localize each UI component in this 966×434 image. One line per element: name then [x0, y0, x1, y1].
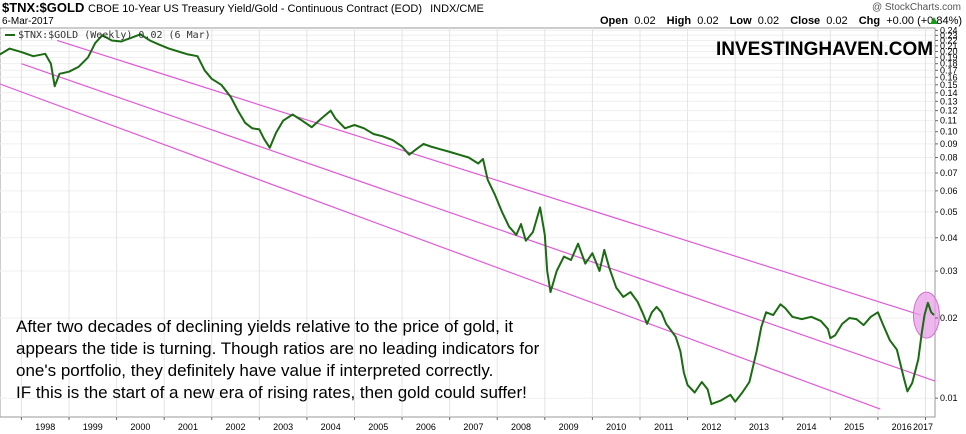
y-tick-label: 0.15: [940, 80, 958, 90]
y-tick-label: 0.18: [940, 59, 958, 69]
watermark: @ StockCharts.com: [872, 2, 961, 13]
trend-channel: [0, 39, 936, 410]
legend-entry: $TNX:$GOLD (Weekly) 0.02 (6 Mar): [18, 30, 211, 41]
y-tick-label: 0.13: [940, 96, 958, 106]
x-tick-label: 2002: [226, 422, 246, 432]
x-tick-label: 2010: [606, 422, 626, 432]
low-label: Low: [730, 15, 752, 27]
x-tick-label: 2004: [321, 422, 341, 432]
y-tick-label: 0.11: [940, 116, 957, 126]
x-tick-label: 2011: [654, 422, 673, 432]
y-tick-label: 0.22: [940, 35, 958, 45]
annotation-line: After two decades of declining yields re…: [16, 317, 513, 336]
x-tick-label: 2006: [416, 422, 436, 432]
x-tick-label: 2015: [844, 422, 864, 432]
brand-logo-text: INVESTINGHAVEN.COM: [716, 39, 933, 60]
ohlc-readout: Open 0.02 High 0.02 Low 0.02 Close 0.02 …: [600, 15, 962, 27]
chart-symbol: $TNX:$GOLD: [2, 0, 84, 15]
close-label: Close: [790, 15, 820, 27]
y-tick-label: 0.07: [940, 168, 958, 178]
x-tick-label: 2012: [701, 422, 721, 432]
y-tick-label: 0.08: [940, 153, 958, 163]
y-tick-label: 0.12: [940, 106, 958, 116]
y-tick-label: 0.14: [940, 88, 958, 98]
x-tick-label: 2001: [178, 422, 198, 432]
grid: [0, 28, 935, 417]
x-tick-label: 2009: [559, 422, 579, 432]
exchange-text: INDX/CME: [430, 3, 484, 15]
y-tick-label: 0.19: [940, 52, 958, 62]
y-tick-label: 0.10: [940, 127, 958, 137]
chart-date: 6-Mar-2017: [2, 16, 54, 27]
series: [0, 33, 935, 406]
y-tick-label: 0.17: [940, 65, 958, 75]
y-tick-label: 0.20: [940, 46, 958, 56]
annotation-line: appears the tide is turning. Though rati…: [16, 339, 540, 358]
annotation-text: After two decades of declining yields re…: [16, 317, 540, 402]
x-tick-label: 2003: [273, 422, 293, 432]
y-tick-label: 0.05: [940, 207, 958, 217]
x-tick-label: 2016: [892, 422, 912, 432]
y-tick-label: 0.04: [940, 233, 958, 243]
y-tick-label: 0.09: [940, 139, 958, 149]
plot-area: [0, 27, 936, 418]
chg-label: Chg: [859, 15, 880, 27]
low-value: 0.02: [758, 15, 779, 27]
chart-description: CBOE 10-Year US Treasury Yield/Gold - Co…: [88, 3, 484, 15]
x-tick-label: 2017: [913, 422, 933, 432]
y-axis: 0.240.230.220.210.200.190.180.170.160.15…: [935, 25, 958, 403]
x-tick-label: 2008: [511, 422, 531, 432]
y-tick-label: 0.03: [940, 266, 958, 276]
highlight-circle: [912, 291, 940, 339]
x-axis: 1998 1999 2000 2001 2002 2003 2004 2005 2006 2007…: [20, 417, 933, 432]
high-label: High: [667, 15, 692, 27]
up-arrow-icon: [930, 17, 938, 24]
close-value: 0.02: [826, 15, 847, 27]
high-value: 0.02: [697, 15, 718, 27]
open-label: Open: [600, 15, 628, 27]
channel-upper: [56, 39, 921, 316]
annotation-line: one's portfolio, they definitely have va…: [16, 361, 493, 380]
x-tick-label: 1998: [35, 422, 55, 432]
y-tick-label: 0.16: [940, 72, 958, 82]
y-tick-label: 0.01: [940, 393, 958, 403]
y-tick-label: 0.21: [940, 41, 958, 51]
y-tick-label: 0.23: [940, 30, 958, 40]
x-tick-label: 2000: [130, 422, 150, 432]
y-tick-label: 0.06: [940, 186, 958, 196]
x-tick-label: 2007: [463, 422, 483, 432]
x-tick-label: 2014: [797, 422, 817, 432]
chg-value: +0.00 (+0.84%): [886, 15, 962, 27]
x-tick-label: 1999: [83, 422, 103, 432]
annotation-line: IF this is the start of a new era of ris…: [16, 383, 527, 402]
description-text: CBOE 10-Year US Treasury Yield/Gold - Co…: [88, 3, 422, 15]
open-value: 0.02: [634, 15, 655, 27]
series-line: [0, 33, 935, 406]
channel-middle: [21, 63, 936, 382]
x-tick-label: 2005: [368, 422, 388, 432]
y-tick-label: 0.02: [940, 313, 958, 323]
x-tick-label: 2013: [749, 422, 769, 432]
y-tick-label: 0.24: [940, 25, 958, 35]
channel-lower: [0, 83, 881, 410]
